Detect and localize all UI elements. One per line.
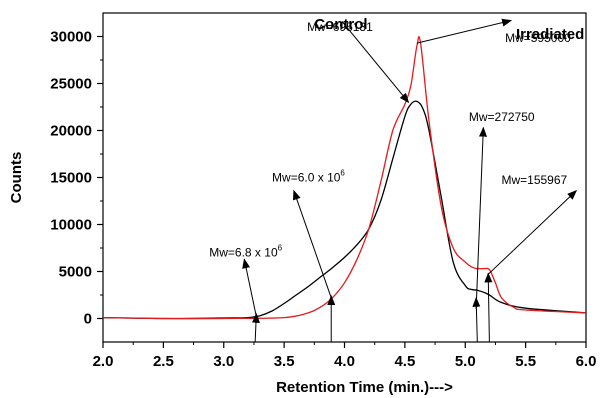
x-axis-ticks: 2.0 2.5 3.0 3.5 4.0 4.5 5.0 5.5 6.0 <box>93 342 597 370</box>
x-tick-label: 2.0 <box>93 353 114 370</box>
annotation-arrow <box>484 272 493 343</box>
annotation-label: Mw=6.0 x 106 <box>272 168 345 184</box>
annotation-label: Mw=695131 <box>307 20 373 34</box>
annotation <box>472 296 481 343</box>
y-tick: 20000 <box>50 123 103 140</box>
annotation-label: Mw=272750 <box>469 110 535 124</box>
x-tick-label: 6.0 <box>576 353 597 370</box>
annotation-arrow <box>472 296 481 343</box>
series-label-control: Control <box>314 16 367 33</box>
y-tick-label: 10000 <box>50 217 92 234</box>
y-axis-ticks: 0 5000 10000 15000 20000 25000 30000 <box>50 29 103 328</box>
y-tick: 10000 <box>50 217 103 234</box>
y-tick: 30000 <box>50 29 103 46</box>
x-tick: 2.5 <box>153 342 174 370</box>
x-tick: 4.5 <box>394 342 415 370</box>
annotation-label: Mw=6.8 x 106 <box>209 243 282 259</box>
y-tick-label: 0 <box>84 311 92 328</box>
x-tick: 2.0 <box>93 342 114 370</box>
x-tick-label: 2.5 <box>153 353 174 370</box>
annotation: Mw=595000 <box>416 18 571 45</box>
annotation-arrow <box>416 18 513 44</box>
y-axis-title: Counts <box>8 152 25 204</box>
annotation-exponent: 6 <box>278 243 283 252</box>
x-tick: 3.0 <box>213 342 234 370</box>
x-tick-label: 3.5 <box>274 353 295 370</box>
x-tick: 6.0 <box>576 342 597 370</box>
annotation-arrow <box>475 126 488 310</box>
x-tick: 5.5 <box>515 342 536 370</box>
x-tick-label: 3.0 <box>213 353 234 370</box>
annotation: Mw=6.0 x 106 <box>272 168 345 298</box>
x-tick-label: 4.5 <box>394 353 415 370</box>
annotation-exponent: 6 <box>340 168 345 177</box>
series-line-control <box>102 100 587 320</box>
annotations-layer: Mw=695131 Mw=595000 Mw=272750 Mw=155967 Mw=6… <box>209 18 578 343</box>
y-tick-label: 15000 <box>50 170 92 187</box>
y-tick: 25000 <box>50 76 103 93</box>
y-tick: 15000 <box>50 170 103 187</box>
y-tick: 5000 <box>59 264 103 281</box>
y-tick-label: 5000 <box>59 264 92 281</box>
x-tick-label: 5.5 <box>515 353 536 370</box>
annotation-arrow <box>487 189 578 275</box>
annotation-arrow <box>251 312 260 343</box>
x-axis-title: Retention Time (min.)---> <box>276 379 453 396</box>
x-tick-label: 4.0 <box>334 353 355 370</box>
annotation: Mw=695131 <box>307 20 410 104</box>
annotation-label: Mw=595000 <box>505 31 571 45</box>
y-tick-label: 20000 <box>50 123 92 140</box>
x-tick-label: 5.0 <box>455 353 476 370</box>
x-tick: 3.5 <box>274 342 295 370</box>
annotation: Mw=155967 <box>487 173 578 275</box>
annotation-arrow <box>341 21 410 104</box>
annotation-arrow <box>292 189 332 298</box>
y-tick: 0 <box>84 311 103 328</box>
annotation: Mw=272750 <box>469 110 535 310</box>
annotation-label: Mw=155967 <box>501 173 567 187</box>
x-tick: 5.0 <box>455 342 476 370</box>
annotation: Mw=6.8 x 106 <box>209 243 283 317</box>
series-label-irradiated: Irradiated <box>516 26 584 43</box>
annotation-arrow <box>242 258 257 317</box>
y-tick-label: 25000 <box>50 76 92 93</box>
x-tick: 4.0 <box>334 342 355 370</box>
y-tick-label: 30000 <box>50 29 92 46</box>
annotation <box>251 312 260 343</box>
annotation <box>484 272 493 343</box>
